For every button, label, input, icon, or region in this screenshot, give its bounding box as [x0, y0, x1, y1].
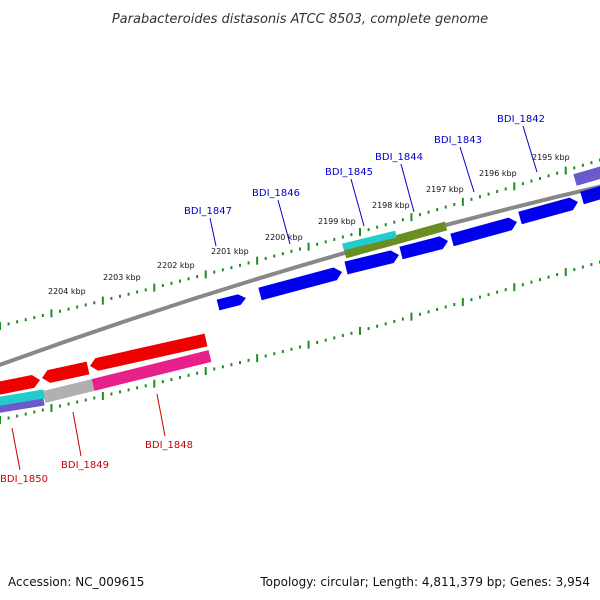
scale-labels: 2204 kbp 2203 kbp 2202 kbp 2201 kbp 2200 kbp… [48, 153, 570, 296]
gene-label-forward: BDI_1845 [325, 167, 373, 178]
forward-cds-edge [580, 185, 600, 205]
forward-cds-bdi1842 [518, 197, 578, 225]
accession-text: Accession: NC_009615 [8, 575, 144, 589]
reverse-cds-bdi1850 [0, 374, 40, 395]
forward-cds-bdi1847 [216, 294, 246, 311]
forward-cds-bdi1845 [344, 250, 399, 275]
genome-summary-text: Topology: circular; Length: 4,811,379 bp… [259, 575, 590, 589]
purple-feature-lower [0, 398, 45, 413]
forward-cds-bdi1843 [450, 217, 517, 247]
genome-backbone [0, 184, 600, 367]
gene-leader-line [209, 217, 217, 247]
gene-label-forward: BDI_1844 [375, 152, 423, 163]
reverse-cds-bdi1849 [42, 361, 90, 383]
forward-cds-bdi1844 [399, 236, 448, 260]
forward-cds-bdi1846 [258, 267, 342, 301]
pink-feature [91, 350, 212, 391]
scale-label: 2197 kbp [426, 185, 464, 194]
scale-ticks [0, 158, 600, 424]
scale-label: 2200 kbp [265, 233, 303, 242]
gene-leader-line [11, 427, 21, 471]
cyan-feature-lower [0, 389, 45, 406]
gene-label-reverse: BDI_1848 [145, 440, 193, 451]
gene-label-forward: BDI_1846 [252, 188, 300, 199]
gene-label-reverse: BDI_1849 [61, 460, 109, 471]
cyan-feature [342, 230, 397, 251]
gene-features [0, 166, 600, 413]
scale-label: 2201 kbp [211, 247, 249, 256]
scale-label: 2198 kbp [372, 201, 410, 210]
gene-leader-line [459, 146, 475, 193]
gene-leader-line [277, 199, 291, 245]
gene-leader-line [400, 163, 415, 213]
scale-label: 2204 kbp [48, 287, 86, 296]
reverse-cds-bdi1848 [90, 333, 208, 371]
scale-label: 2195 kbp [532, 153, 570, 162]
scale-label: 2203 kbp [103, 273, 141, 282]
scale-label: 2196 kbp [479, 169, 517, 178]
purple-feature [573, 166, 600, 186]
gene-label-lines [11, 125, 538, 471]
gene-leader-line [156, 393, 166, 437]
gene-label-forward: BDI_1843 [434, 135, 482, 146]
gene-leader-line [72, 411, 82, 457]
scale-label: 2199 kbp [318, 217, 356, 226]
olive-feature [343, 221, 448, 259]
grey-feature [42, 379, 95, 403]
scale-label: 2202 kbp [157, 261, 195, 270]
gene-label-forward: BDI_1842 [497, 114, 545, 125]
gene-label-forward: BDI_1847 [184, 206, 232, 217]
gene-leader-line [522, 125, 538, 173]
gene-leader-line [350, 178, 365, 227]
gene-label-reverse: BDI_1850 [0, 474, 48, 485]
map-title: Parabacteroides distasonis ATCC 8503, co… [112, 12, 488, 27]
